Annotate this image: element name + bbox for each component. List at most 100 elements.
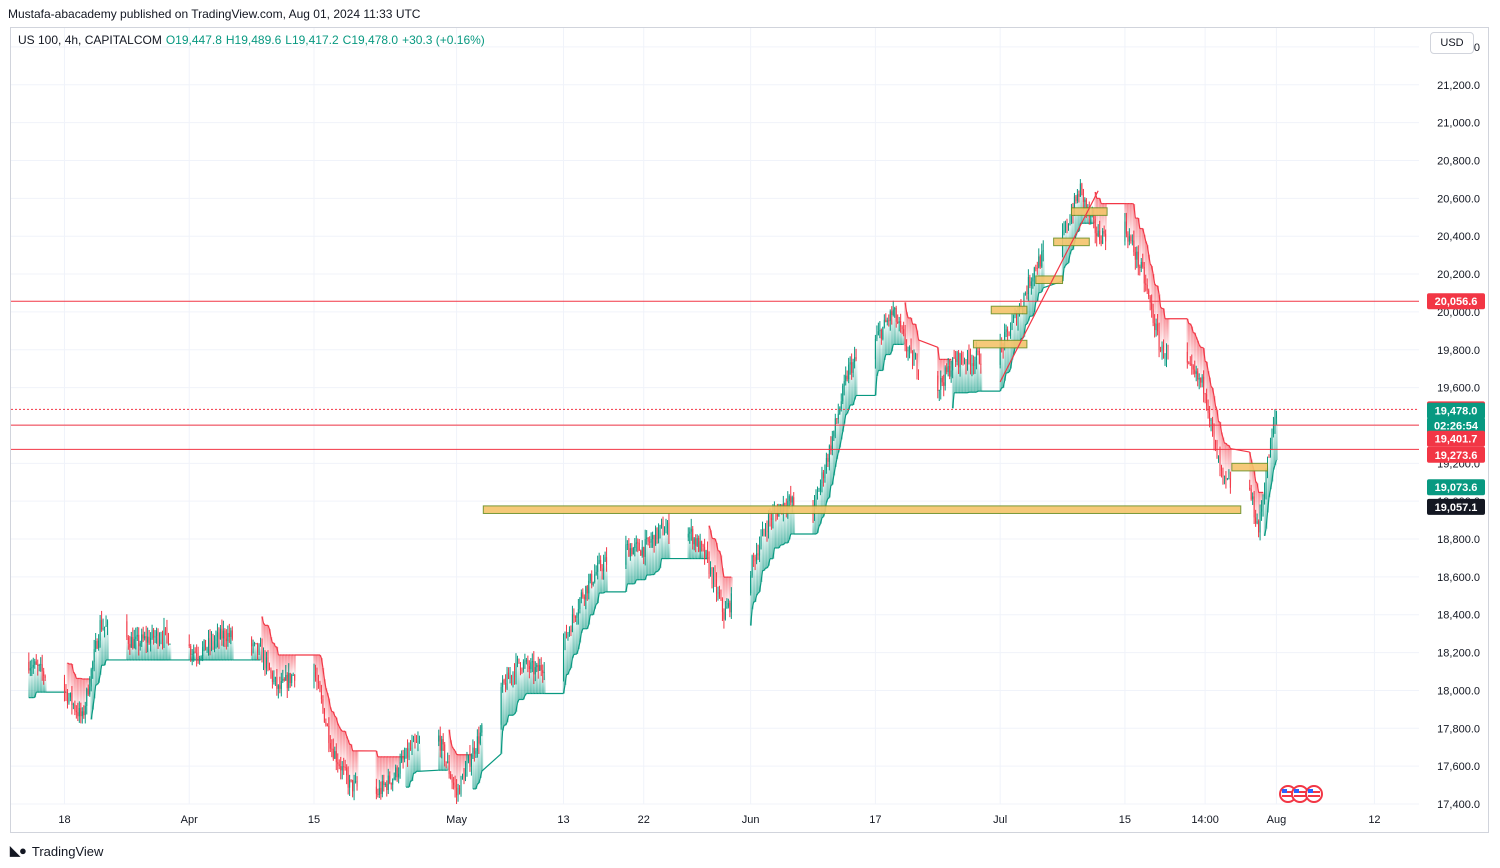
band-segment — [334, 716, 337, 752]
band-segment — [647, 541, 650, 576]
band-segment — [335, 717, 338, 763]
band-segment — [415, 742, 418, 772]
candle — [880, 328, 882, 345]
candle — [1102, 228, 1104, 245]
band-segment — [1002, 348, 1005, 388]
candle — [974, 356, 976, 375]
candle — [1252, 492, 1254, 505]
band-segment — [828, 445, 831, 498]
candle — [652, 531, 654, 548]
trailing-stop-line — [914, 324, 918, 331]
trailing-stop-line — [1210, 386, 1213, 389]
band-segment — [408, 748, 411, 788]
band-segment — [839, 408, 842, 448]
band-segment — [1161, 308, 1164, 346]
band-segment — [888, 321, 891, 355]
supply-demand-zone[interactable] — [1035, 275, 1064, 285]
band-segment — [332, 711, 335, 759]
candle — [84, 701, 86, 724]
candle — [1217, 455, 1219, 463]
tradingview-brand[interactable]: ◣● TradingView — [10, 843, 103, 859]
candle — [502, 675, 504, 693]
band-segment — [1193, 332, 1197, 374]
candle — [506, 666, 508, 691]
band-segment — [1207, 370, 1210, 414]
band-segment — [663, 533, 666, 559]
band-segment — [1150, 266, 1154, 310]
band-segment — [32, 664, 35, 698]
candle — [938, 389, 940, 402]
candle — [438, 729, 440, 747]
band-segment — [412, 739, 415, 774]
candle — [1200, 377, 1202, 388]
candle — [751, 554, 753, 578]
trailing-stop-line — [1255, 481, 1258, 484]
us-flag-icon[interactable] — [1291, 785, 1309, 803]
horizontal-levels — [11, 300, 1419, 450]
candle — [711, 566, 713, 589]
band-segment — [1041, 251, 1044, 292]
band-segment — [94, 640, 98, 686]
candle — [462, 773, 464, 780]
band-segment — [524, 661, 527, 696]
band-segment — [844, 375, 848, 415]
band-segment — [265, 625, 268, 658]
band-segment — [448, 729, 451, 775]
band-segment — [751, 555, 754, 610]
candle — [521, 667, 523, 674]
band-segment — [660, 523, 663, 559]
x-tick-label: 22 — [638, 814, 650, 826]
band-segment — [393, 756, 396, 778]
supply-demand-zone[interactable] — [1231, 462, 1269, 472]
candle — [129, 635, 131, 655]
us-flag-icon[interactable] — [1305, 785, 1323, 803]
candle — [1223, 475, 1225, 485]
trailing-stop-line — [453, 748, 456, 752]
band-segment — [513, 677, 516, 715]
candle — [1186, 342, 1188, 369]
candle — [334, 746, 336, 760]
band-segment — [293, 654, 297, 681]
band-segment — [631, 554, 634, 584]
trailing-stop-line — [577, 642, 581, 650]
supply-demand-zone[interactable] — [972, 339, 1028, 349]
candle — [978, 346, 980, 365]
band-segment — [1063, 229, 1066, 269]
candle — [1191, 354, 1193, 375]
trailing-stop-line — [891, 344, 894, 352]
trailing-stop-line — [505, 722, 508, 726]
candle — [1030, 277, 1032, 295]
band-segment — [289, 654, 292, 683]
candle — [500, 682, 502, 730]
band-segment — [384, 756, 387, 784]
candle — [1188, 361, 1190, 365]
candle — [1194, 360, 1196, 378]
trailing-stop-line — [1027, 316, 1031, 321]
supply-demand-zone[interactable] — [482, 505, 1242, 514]
band-segment — [784, 507, 787, 543]
band-segment — [1254, 481, 1257, 524]
time-axis[interactable]: 18 Apr 15 May 13 22 Jun 17 Jul 15 14:00 Aug 12 — [58, 814, 1380, 826]
candle — [98, 634, 100, 651]
candle — [392, 778, 394, 792]
candle — [1204, 392, 1206, 404]
trailing-stop-line — [918, 339, 939, 348]
trailing-stop-line — [831, 475, 835, 485]
candle — [730, 587, 732, 619]
trend-line[interactable] — [999, 190, 1099, 383]
supply-demand-zone[interactable] — [990, 305, 1028, 315]
band-segment — [880, 339, 883, 371]
trailing-stop-line — [451, 746, 455, 750]
price-label: 20,056.6 — [1427, 293, 1485, 310]
band-segment — [224, 638, 227, 660]
supertrend-bands — [28, 183, 1278, 796]
currency-button[interactable]: USD — [1430, 32, 1474, 54]
trailing-stop-line — [1065, 263, 1068, 266]
candle — [350, 779, 352, 783]
trailing-stop-line — [347, 739, 351, 745]
y-tick-label: 17,600.0 — [1437, 761, 1480, 773]
candle — [1076, 188, 1078, 204]
event-markers[interactable] — [1279, 785, 1323, 803]
candle — [1032, 273, 1034, 289]
